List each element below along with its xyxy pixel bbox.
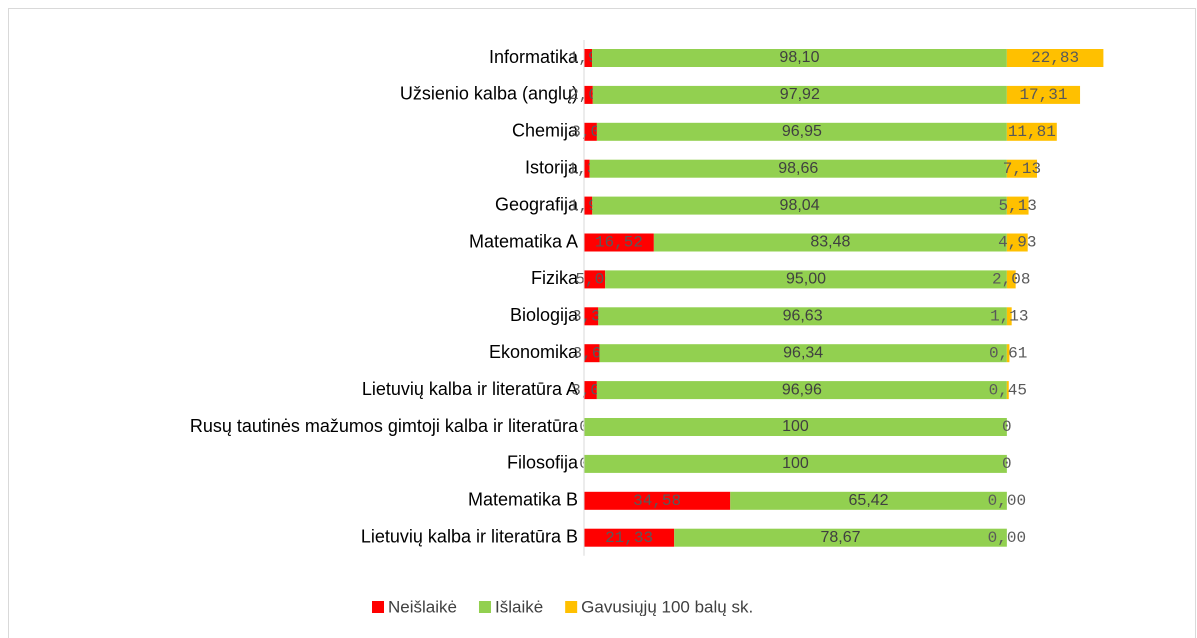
legend-label: Gavusiųjų 100 balų sk. [581, 597, 753, 616]
bar-segment [1006, 196, 1029, 215]
data-label: 7,13 [1003, 160, 1041, 178]
data-label: 0 [1002, 455, 1012, 473]
bar-segment [584, 491, 731, 510]
bar-segment [589, 159, 1007, 178]
category-label: Ekonomika [489, 342, 579, 362]
bar-segment [584, 528, 675, 547]
category-label: Geografija [495, 194, 579, 214]
bar-segment [1006, 49, 1104, 67]
category-label: Lietuvių kalba ir literatūra A [362, 379, 578, 399]
bar-segment [584, 270, 606, 289]
bar-segment [1006, 85, 1081, 104]
data-label: 0,61 [989, 344, 1027, 362]
data-label: 78,67 [821, 529, 861, 546]
data-label: 100 [782, 455, 809, 472]
bar-segment [584, 122, 597, 141]
data-label: 97,92 [780, 86, 820, 103]
bar-segment [584, 381, 597, 400]
bar-segment [584, 49, 593, 67]
category-label: Istorija [525, 157, 579, 177]
bar-segment [584, 344, 600, 363]
data-label: 100 [782, 418, 809, 435]
legend-label: Neišlaikė [388, 597, 457, 616]
data-label: 65,42 [849, 492, 889, 509]
data-label: 5,00 [575, 271, 613, 289]
data-label: 22,83 [1031, 49, 1079, 67]
data-label: 1,13 [990, 308, 1028, 326]
category-label: Fizika [531, 268, 579, 288]
data-label: 96,96 [782, 381, 822, 398]
data-label: 98,04 [780, 197, 820, 214]
legend-swatch [565, 601, 578, 613]
bar-segment [1006, 159, 1038, 178]
data-label: 95,00 [786, 271, 826, 288]
bar-segment [1006, 270, 1016, 289]
bar-segment [584, 233, 654, 252]
bar-segment [1006, 122, 1057, 141]
category-label: Lietuvių kalba ir literatūra B [361, 526, 578, 546]
bar-segment [1006, 381, 1009, 400]
bar-segment [584, 196, 593, 215]
bar-segment [730, 491, 1007, 510]
data-label: 96,34 [783, 344, 823, 361]
data-label: 0,00 [988, 529, 1026, 547]
category-label: Užsienio kalba (anglų) [400, 84, 578, 104]
bar-segment [1006, 344, 1010, 363]
bar-segment [598, 307, 1007, 326]
legend-swatch [478, 601, 491, 613]
data-label: 5,13 [999, 197, 1037, 215]
category-label: Biologija [510, 305, 579, 325]
data-label: 11,81 [1008, 123, 1056, 141]
data-label: 34,58 [633, 492, 681, 510]
bar-segment [599, 344, 1007, 363]
bar-segment [584, 159, 590, 178]
data-label: 98,66 [778, 160, 818, 177]
bar-segment [592, 85, 1007, 104]
category-label: Matematika B [468, 490, 578, 510]
bar-segment [592, 196, 1007, 215]
bar-segment [584, 307, 599, 326]
bar-segment [592, 49, 1007, 67]
bar-segment [1006, 307, 1012, 326]
data-label: 96,95 [782, 123, 822, 140]
data-label: 17,31 [1019, 86, 1067, 104]
category-label: Filosofija [507, 453, 579, 473]
legend-label: Išlaikė [495, 597, 543, 616]
data-label: 16,52 [595, 234, 643, 252]
data-label: 83,48 [810, 234, 850, 251]
data-label: 0 [1002, 418, 1012, 436]
legend-swatch [372, 601, 384, 613]
bar-segment [584, 418, 1007, 436]
category-label: Rusų tautinės mažumos gimtoji kalba ir l… [190, 416, 579, 436]
data-label: 21,33 [605, 529, 653, 547]
bar-segment [605, 270, 1007, 289]
data-label: 98,10 [779, 49, 819, 66]
bar-segment [596, 122, 1007, 141]
bar-segment [653, 233, 1007, 252]
data-label: 0,00 [988, 492, 1026, 510]
bar-segment [1006, 233, 1028, 252]
bar-segment [584, 85, 593, 104]
category-label: Matematika A [469, 231, 578, 251]
data-label: 4,93 [998, 234, 1036, 252]
data-label: 96,63 [783, 308, 823, 325]
category-label: Informatika [489, 47, 579, 67]
bar-segment [596, 381, 1007, 400]
category-label: Chemija [512, 121, 579, 141]
bar-segment [674, 528, 1007, 547]
data-label: 0,45 [989, 381, 1027, 399]
bar-segment [584, 454, 1007, 473]
data-label: 2,08 [992, 271, 1030, 289]
